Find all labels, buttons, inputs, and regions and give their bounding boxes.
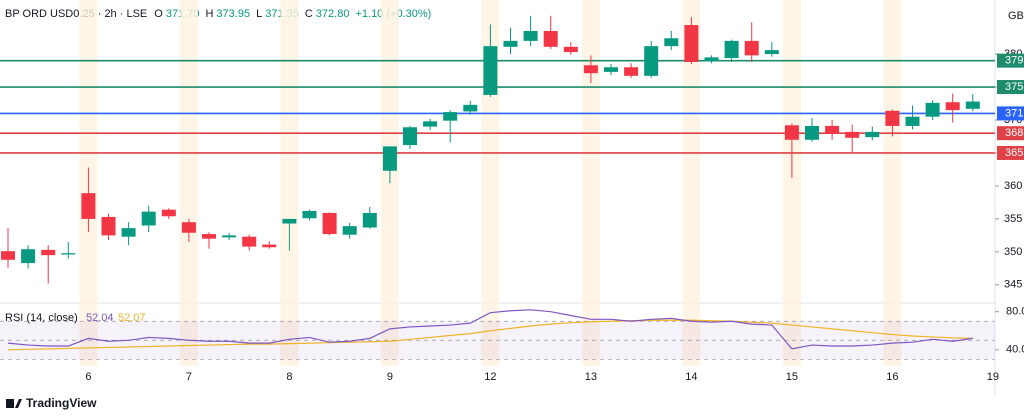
ohlc-value: 373.95 [216,8,251,20]
ohlc-label: O [154,8,163,20]
candle-body [704,57,719,62]
candle-body [362,212,377,228]
candle-body [583,65,598,74]
candle-body [624,67,639,76]
candle-body [242,236,257,247]
y-tick-label: 345 [1004,279,1022,291]
candle-body [925,102,940,117]
x-tick-label: 16 [886,371,898,383]
session-band [782,0,801,366]
candle-body [945,102,960,111]
x-tick-label: 6 [85,371,91,383]
candle-body [302,210,317,219]
x-tick-label: 8 [286,371,292,383]
candle-body [563,46,578,53]
x-tick-label: 14 [685,371,697,383]
candle-body [282,218,297,224]
candle-body [845,131,860,138]
candle-body [825,125,840,134]
level-badge [997,53,1024,68]
candle-body [604,67,618,72]
candle-body [664,38,679,47]
candle-body [141,211,156,226]
candle-body [21,249,36,264]
candle-body [503,40,518,47]
rsi-title: RSI (14, close) [5,312,78,324]
candle-body [161,209,176,217]
session-band [682,0,701,366]
y-tick-label: 355 [1004,213,1022,225]
x-tick-label: 12 [484,371,496,383]
ohlc-value: 372.80 [315,8,350,20]
session-band [179,0,198,366]
session-band [883,0,902,366]
y-tick-label: 350 [1004,246,1022,258]
x-tick-label: 7 [186,371,192,383]
candle-body [342,226,357,235]
candle-body [423,121,438,127]
candle-body [322,212,337,235]
candle-body [222,235,237,238]
ohlc-label: L [256,8,263,20]
candle-body [202,234,216,239]
candle-body [523,30,538,41]
rsi-value: 52.04 [86,312,114,324]
candle-body [543,30,558,47]
currency: GBP [1008,10,1024,22]
level-label: 379 [1005,55,1023,67]
footer: TradingView [26,396,97,410]
level-badge [997,126,1024,141]
candle-body [382,146,397,171]
session-band [280,0,299,366]
rsi-ma-value: 52.07 [118,312,146,324]
x-tick-label: 15 [786,371,798,383]
session-band [581,0,600,366]
candle-body [41,249,56,256]
level-label: 371 [1005,107,1023,119]
candle-body [443,112,458,121]
candle-body [724,40,739,59]
x-tick-label: 9 [387,371,393,383]
candle-body [262,244,277,248]
candle-body [865,131,880,138]
x-tick-label: 19 [987,371,999,383]
candle-body [805,125,819,140]
rsi-ma-line [7,319,973,351]
candle-body [965,101,980,109]
rsi-tick-label: 40.00 [1006,344,1024,356]
candle-body [121,228,136,237]
candle-body [81,193,96,219]
level-label: 368 [1005,127,1023,139]
candle-body [1,251,15,260]
candle-body [483,46,498,95]
rsi-tick-label: 80.00 [1006,306,1024,318]
x-tick-label: 13 [585,371,597,383]
candle-body [684,25,699,62]
level-badge [997,80,1024,95]
candle-body [101,216,116,236]
ohlc-label: C [304,8,313,20]
level-label: 365 [1005,147,1023,159]
candle-body [905,116,920,126]
level-badge [997,145,1024,160]
candle-body [644,46,659,76]
level-label: 375 [1005,81,1023,93]
candle-body [403,127,417,146]
y-tick-label: 360 [1004,180,1022,192]
candle-body [181,222,196,233]
candle-body [784,125,799,140]
level-badge [997,106,1024,121]
logo [6,399,22,408]
candle-body [463,104,478,112]
symbol-title: BP ORD USD0.25 · 2h · LSE [5,8,148,20]
ohlc-label: H [205,8,214,20]
rsi-line [7,309,973,350]
candle-body [885,110,900,126]
candle-body [744,40,759,56]
candle-body [61,253,76,255]
candle-body [764,50,779,55]
